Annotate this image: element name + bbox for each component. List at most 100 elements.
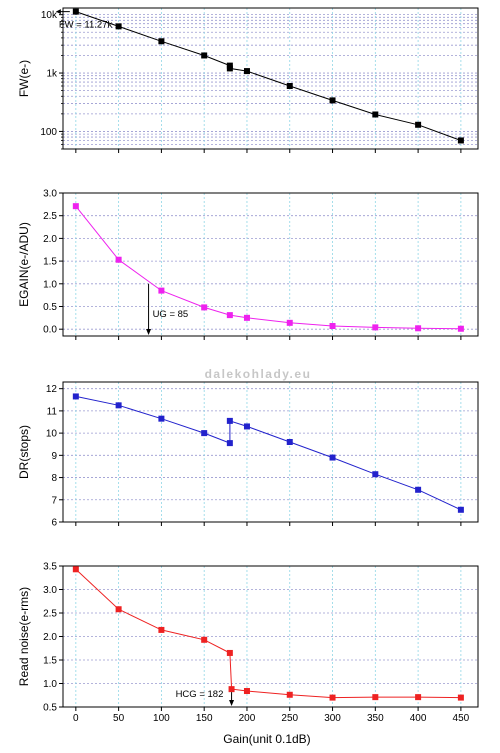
data-point [286, 439, 293, 445]
data-point [329, 97, 336, 104]
data-point [457, 137, 464, 144]
y-tick-label: 10 [46, 429, 58, 440]
y-tick-label: 0.5 [43, 703, 57, 714]
data-point [415, 694, 422, 701]
data-point [115, 23, 122, 30]
data-point [226, 417, 233, 424]
chart-panel-1: 100 1k 10k FW(e-) FW = 11.27k [17, 7, 479, 153]
data-point [286, 691, 293, 698]
data-point [372, 324, 379, 331]
y-tick-label: 1.0 [43, 279, 57, 290]
y-tick-label: 11 [47, 406, 58, 417]
x-tick-label: 200 [239, 713, 256, 724]
data-point [243, 68, 250, 75]
y-tick-label: 1k [46, 69, 58, 80]
y-tick-label: 1.5 [43, 656, 57, 667]
data-point [201, 52, 208, 59]
y-tick-label: 0.0 [43, 325, 57, 336]
data-point [158, 415, 165, 422]
data-point [286, 82, 293, 89]
series-line [75, 568, 461, 699]
data-point [243, 314, 250, 321]
y-tick-label: 2.5 [43, 609, 57, 620]
y-tick-label: 6 [51, 518, 57, 529]
x-tick-label: 150 [196, 713, 213, 724]
data-point [415, 121, 422, 128]
annotation-hcg: HCG = 182 [176, 689, 224, 700]
x-tick-label: 250 [281, 713, 298, 724]
data-point [72, 393, 79, 400]
y-tick-label: 0.5 [43, 302, 57, 313]
data-point [372, 694, 379, 701]
y-tick-label: 3.0 [43, 189, 57, 200]
data-point [115, 606, 122, 613]
y-tick-label: 2.0 [43, 632, 57, 643]
data-point [286, 319, 293, 326]
y-tick-label: 9 [51, 451, 57, 462]
data-point [201, 304, 208, 311]
x-tick-label: 450 [453, 713, 470, 724]
data-point [115, 402, 122, 409]
annotation-arrowhead [146, 329, 152, 335]
data-point [72, 203, 79, 210]
data-point [115, 256, 122, 263]
data-point [228, 686, 235, 693]
data-point [158, 626, 165, 633]
data-point [72, 8, 79, 15]
y-tick-label: 3.0 [43, 585, 57, 596]
x-axis-label: Gain(unit 0.1dB) [223, 732, 310, 746]
data-point [226, 65, 233, 72]
data-point [226, 440, 233, 447]
annotation-ug: UG = 85 [153, 309, 189, 320]
y-tick-label: 100 [40, 127, 57, 138]
x-tick-label: 400 [410, 713, 427, 724]
annotation-arrowhead [55, 9, 61, 15]
y-axis-label: DR(stops) [17, 425, 31, 479]
chart-panel-2: 0.0 0.5 1.0 1.5 2.0 2.5 3.0 EGAIN(e-/ADU) UG = 8… [17, 189, 479, 340]
data-point [329, 454, 336, 461]
data-point [329, 694, 336, 701]
y-axis-label: EGAIN(e-/ADU) [17, 222, 31, 307]
data-point [372, 471, 379, 478]
y-tick-label: 7 [51, 495, 57, 506]
y-tick-label: 1.0 [43, 679, 57, 690]
data-point [201, 430, 208, 437]
x-tick-label: 50 [113, 713, 125, 724]
data-point [457, 506, 464, 513]
x-tick-label: 350 [367, 713, 384, 724]
data-point [329, 323, 336, 330]
data-point [158, 287, 165, 294]
series-line [75, 11, 462, 141]
annotation-fw: FW = 11.27k [59, 20, 113, 31]
y-tick-label: 12 [46, 384, 58, 395]
data-point [372, 111, 379, 118]
data-point [457, 694, 464, 701]
chart-panel-3: 6 7 8 9 10 11 12 DR(stops) [17, 381, 479, 529]
data-point [243, 688, 250, 695]
data-point [72, 566, 79, 573]
y-tick-label: 8 [51, 473, 57, 484]
y-tick-label: 1.5 [43, 257, 57, 268]
x-tick-label: 0 [73, 713, 79, 724]
data-point [226, 649, 233, 656]
plot-frame [62, 381, 479, 523]
y-tick-label: 10k [41, 10, 58, 21]
data-point [243, 423, 250, 430]
data-point [415, 325, 422, 332]
data-point [158, 38, 165, 45]
y-tick-label: 3.5 [43, 562, 57, 573]
data-point [226, 312, 233, 319]
y-axis-label: FW(e-) [17, 60, 31, 97]
x-tick-label: 100 [153, 713, 170, 724]
series-line [75, 395, 462, 511]
y-tick-label: 2.5 [43, 211, 57, 222]
y-axis-label: Read noise(e-rms) [17, 587, 31, 686]
annotation-arrowhead [229, 700, 235, 706]
data-point [201, 636, 208, 643]
plot-frame [62, 192, 479, 337]
chart-panel-4: 0.5 1.0 1.5 2.0 2.5 3.0 3.5 Read noise(e-rms) HC… [17, 562, 479, 714]
watermark: dalekohlady.eu [205, 367, 312, 381]
x-tick-label: 300 [324, 713, 341, 724]
